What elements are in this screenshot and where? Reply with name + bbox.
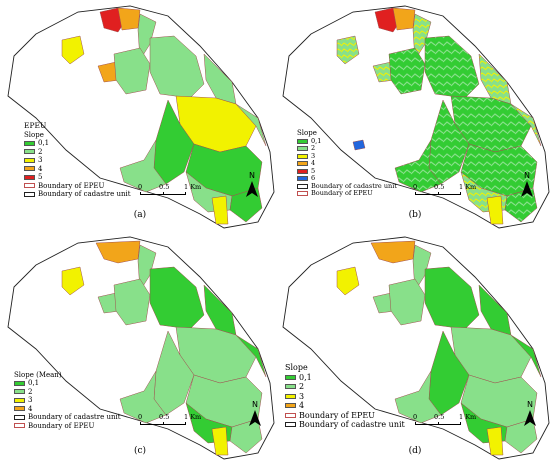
legend-boundary: Boundary of cadastre unit [297, 182, 397, 191]
legend-boundary: Boundary of EPEU [297, 189, 397, 198]
legend-class: 0,1 [14, 379, 121, 388]
map-panel-b: Slope 0,1 2 3 4 5 6 Boundary of cadastre… [275, 0, 550, 231]
north-arrow-a: N [245, 171, 259, 198]
map-b-canvas [282, 5, 550, 229]
legend-class: 4 [14, 405, 121, 414]
legend-class: 0,1 [297, 137, 397, 146]
legend-class: 4 [297, 159, 397, 168]
map-panel-c: Slope (Mean) 0,1 2 3 4 Boundary of cadas… [0, 231, 275, 462]
legend-class: 5 [297, 167, 397, 176]
panel-label-d: (d) [408, 446, 422, 456]
epeu-parcels [61, 7, 267, 225]
north-arrow-icon [524, 410, 536, 426]
north-arrow-d: N [523, 400, 537, 427]
legend-class: 3 [14, 396, 121, 405]
legend-subtitle: Slope [24, 131, 44, 139]
north-arrow-icon [521, 181, 533, 197]
legend-class: 5 [24, 173, 131, 182]
scale-bar-b: 0 0.5 1 Km [413, 183, 476, 197]
map-d-canvas [282, 236, 550, 460]
north-arrow-c: N [248, 400, 262, 427]
parcel-slope-4 [117, 7, 141, 31]
legend-class: 2 [14, 388, 121, 397]
legend-subtitle: Slope [285, 363, 308, 372]
legend-subtitle: Slope [297, 129, 317, 137]
legend-boundary: Boundary of EPEU [285, 411, 405, 421]
legend-boundary: Boundary of cadastre unit [14, 413, 121, 422]
panel-label-b: (b) [408, 210, 422, 220]
panel-label-a: (a) [133, 210, 147, 220]
north-arrow-b: N [520, 171, 534, 198]
legend-b: Slope 0,1 2 3 4 5 6 Boundary of cadastre… [297, 129, 397, 198]
legend-boundary: Boundary of cadastre unit [285, 420, 405, 430]
legend-class: 2 [24, 148, 131, 157]
north-arrow-icon [246, 181, 258, 197]
legend-class: 3 [297, 152, 397, 161]
scale-bar-d: 0 0.5 1 Km [413, 413, 476, 427]
map-panel-d: Slope 0,1 2 3 4 Boundary of EPEU Boundar… [275, 231, 550, 462]
legend-class: 3 [24, 156, 131, 165]
legend-class: 4 [285, 401, 405, 411]
north-arrow-icon [249, 410, 261, 426]
map-c-canvas [7, 236, 275, 460]
legend-d: Slope 0,1 2 3 4 Boundary of EPEU Boundar… [285, 363, 405, 430]
legend-class: 0,1 [285, 373, 405, 383]
map-panel-a: EPEU Slope 0,1 2 3 4 5 Boundary of EPEU … [0, 0, 275, 231]
scale-bar-c: 0 0.5 1 Km [138, 413, 201, 427]
legend-title: EPEU [24, 121, 47, 130]
legend-boundary: Boundary of EPEU [14, 422, 121, 431]
legend-class: 2 [285, 382, 405, 392]
legend-class: 3 [285, 392, 405, 402]
legend-class: 2 [297, 144, 397, 153]
legend-subtitle: Slope (Mean) [14, 371, 62, 379]
legend-boundary: Boundary of cadastre unit [24, 190, 131, 199]
legend-class: 6 [297, 174, 397, 183]
legend-class: 0,1 [24, 139, 131, 148]
scale-bar-a: 0 0.5 1 Km [138, 183, 201, 197]
panel-label-c: (c) [133, 446, 147, 456]
legend-a: EPEU Slope 0,1 2 3 4 5 Boundary of EPEU … [24, 122, 131, 199]
legend-boundary: Boundary of EPEU [24, 182, 131, 191]
legend-c: Slope (Mean) 0,1 2 3 4 Boundary of cadas… [14, 371, 121, 430]
map-a-canvas [7, 5, 275, 229]
legend-class: 4 [24, 165, 131, 174]
